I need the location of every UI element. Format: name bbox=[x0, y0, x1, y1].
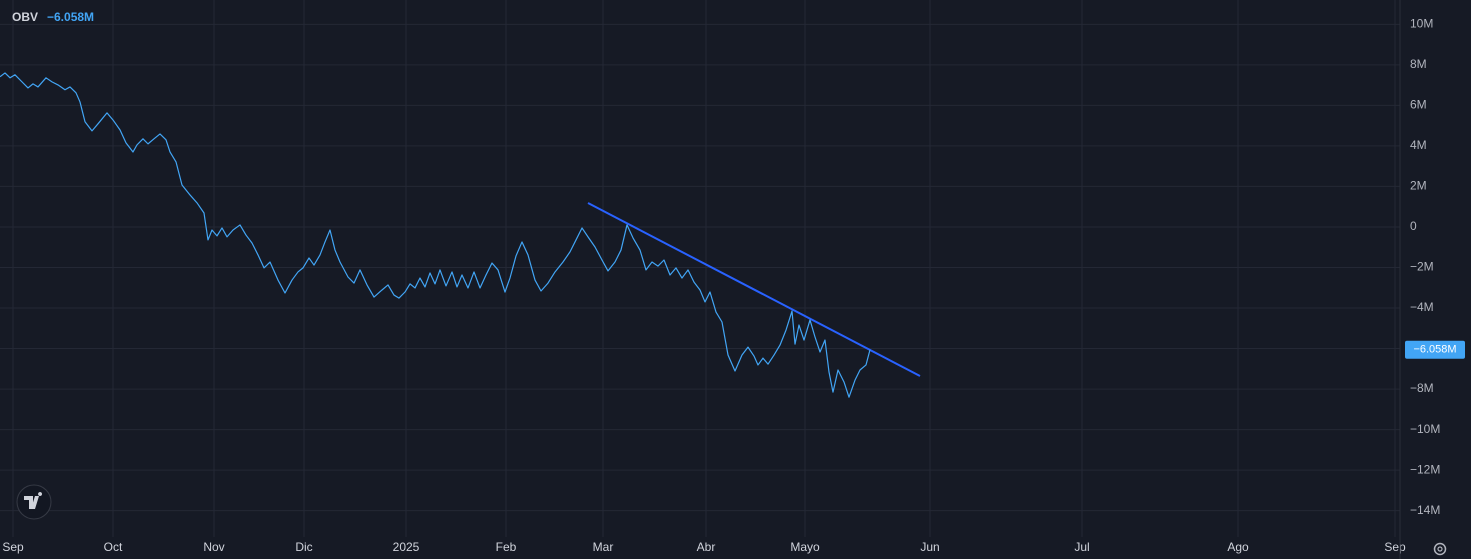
y-tick-label: −12M bbox=[1410, 462, 1440, 476]
tradingview-logo[interactable] bbox=[16, 484, 52, 520]
logo-mark bbox=[24, 492, 43, 509]
x-tick-label: Jul bbox=[1074, 540, 1089, 554]
x-tick-label: Abr bbox=[697, 540, 716, 554]
obv-line bbox=[0, 72, 871, 398]
indicator-name: OBV bbox=[12, 10, 38, 24]
settings-button[interactable] bbox=[1433, 542, 1447, 556]
x-tick-label: Jun bbox=[920, 540, 939, 554]
trend-line[interactable] bbox=[587, 202, 921, 377]
plot bbox=[0, 72, 871, 398]
y-tick-label: 0 bbox=[1410, 219, 1417, 233]
gear-center bbox=[1437, 546, 1443, 552]
y-tick-label: −8M bbox=[1410, 381, 1434, 395]
x-tick-label: Sep bbox=[1384, 540, 1406, 554]
y-tick-label: −2M bbox=[1410, 260, 1434, 274]
y-tick-label: 10M bbox=[1410, 16, 1433, 30]
x-tick-label: Nov bbox=[203, 540, 224, 554]
y-tick-label: −10M bbox=[1410, 422, 1440, 436]
x-tick-label: Mayo bbox=[790, 540, 820, 554]
x-tick-label: Dic bbox=[295, 540, 312, 554]
y-tick-label: 6M bbox=[1410, 98, 1427, 112]
x-tick-label: Feb bbox=[496, 540, 517, 554]
x-tick-label: Ago bbox=[1227, 540, 1249, 554]
y-tick-label: 8M bbox=[1410, 57, 1427, 71]
y-tick-label: −4M bbox=[1410, 300, 1434, 314]
y-tick-label: 4M bbox=[1410, 138, 1427, 152]
last-value-label: −6.058M bbox=[1413, 344, 1456, 356]
x-tick-label: Mar bbox=[593, 540, 614, 554]
y-tick-label: 2M bbox=[1410, 179, 1427, 193]
last-value-tag bbox=[1405, 340, 1465, 359]
gear-icon bbox=[1433, 542, 1447, 556]
x-tick-label: Sep bbox=[2, 540, 24, 554]
grid bbox=[0, 0, 1400, 537]
y-tick-label: −14M bbox=[1410, 503, 1440, 517]
x-tick-label: Oct bbox=[104, 540, 123, 554]
x-tick-label: 2025 bbox=[393, 540, 420, 554]
indicator-value: −6.058M bbox=[47, 10, 94, 24]
